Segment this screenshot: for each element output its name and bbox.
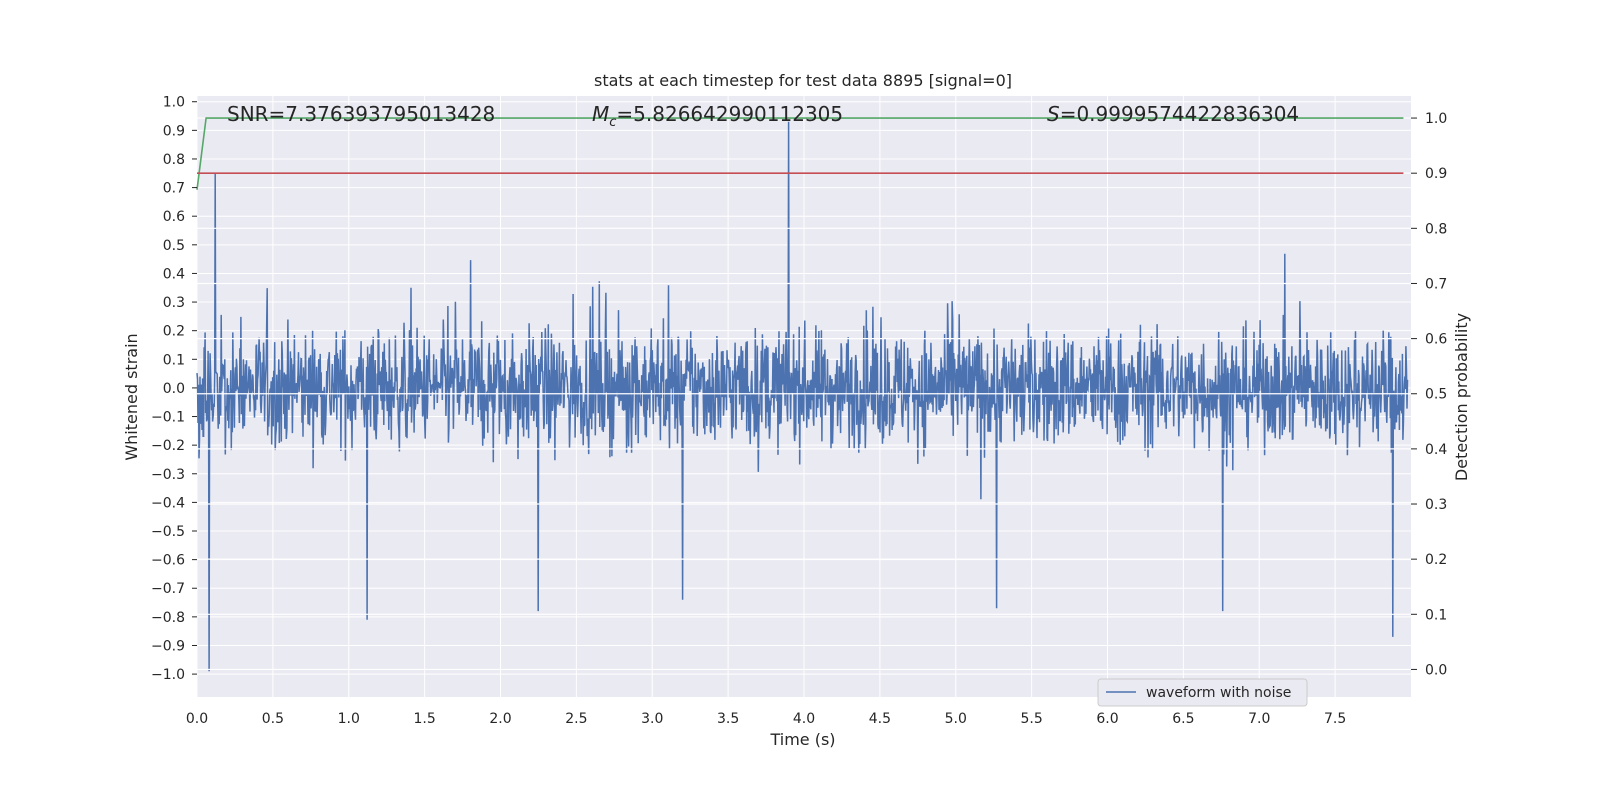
y2-tick-label: 0.6 [1425,332,1447,348]
y2-tick-label: 0.4 [1425,442,1447,458]
y-axis-label: Whitened strain [122,333,141,460]
y-tick-label: −0.1 [151,410,185,426]
waveform-series [196,121,1409,672]
y-tick-label: 0.7 [163,181,185,197]
y-tick-label: 1.0 [163,95,185,111]
x-tick-label: 0.5 [262,711,284,727]
legend-box [1097,678,1308,707]
legend: waveform with noise [1097,678,1308,707]
x-axis-label: Time (s) [769,730,835,749]
y2-tick-label: 0.3 [1425,497,1447,513]
legend-label-waveform: waveform with noise [1146,685,1291,701]
y2-tick-label: 1.0 [1425,111,1447,127]
x-tick-label: 6.5 [1172,711,1194,727]
y-tick-label: −0.7 [151,581,185,597]
y2-tick-label: 0.8 [1425,221,1447,237]
y-tick-label: −0.8 [151,610,185,626]
x-tick-label: 4.5 [869,711,891,727]
y-tick-label: −0.2 [151,438,185,454]
y-tick-label: 0.6 [163,209,185,225]
y2-tick-label: 0.0 [1425,662,1447,678]
x-tick-label: 4.0 [793,711,815,727]
x-tick-label: 7.0 [1248,711,1270,727]
chirp-mass-subscript: c [609,115,616,130]
y-tick-label: −0.6 [151,553,185,569]
y-axis-ticks: 1.0 0.9 0.8 0.7 0.6 0.5 0.4 0.3 0.2 0.1 0.0 −0.1 −0.… [151,95,197,683]
y2-tick-label: 0.2 [1425,552,1447,568]
x-tick-label: 7.5 [1324,711,1346,727]
y-tick-label: −0.5 [151,524,185,540]
y-tick-label: −1.0 [151,667,185,683]
x-axis-ticks: 0.0 0.5 1.0 1.5 2.0 2.5 3.0 3.5 4.0 4.5 5.0 5.5 6.0 6… [186,711,1346,727]
y2-tick-label: 0.9 [1425,166,1447,182]
snr-annotation: SNR=7.376393795013428 [227,102,495,126]
x-tick-label: 3.5 [717,711,739,727]
chart-title: stats at each timestep for test data 889… [594,71,1012,90]
y-tick-label: 0.1 [163,352,185,368]
y-tick-label: 0.3 [163,295,185,311]
x-tick-label: 3.0 [641,711,663,727]
chirp-mass-value: =5.826642990112305 [616,102,843,126]
y-tick-label: 0.4 [163,266,185,282]
y-tick-label: 0.9 [163,123,185,139]
chirp-mass-annotation: Mc=5.826642990112305 [592,102,843,130]
significance-annotation: S=0.9999574422836304 [1047,102,1299,126]
y-tick-label: 0.0 [163,381,185,397]
y2-axis-ticks: 1.0 0.9 0.8 0.7 0.6 0.5 0.4 0.3 0.2 0.1 0.0 [1411,111,1447,678]
y-tick-label: 0.5 [163,238,185,254]
y-tick-label: −0.9 [151,638,185,654]
x-tick-label: 2.5 [565,711,587,727]
y2-axis-label: Detection probability [1452,313,1471,481]
x-tick-label: 1.0 [338,711,360,727]
y-tick-label: 0.2 [163,324,185,340]
significance-symbol: S [1047,102,1060,126]
chirp-mass-symbol: M [592,102,609,126]
x-tick-label: 0.0 [186,711,208,727]
x-tick-label: 1.5 [413,711,435,727]
y2-tick-label: 0.7 [1425,276,1447,292]
y-tick-label: 0.8 [163,152,185,168]
waveform-line [196,121,1409,672]
x-tick-label: 5.5 [1020,711,1042,727]
y-tick-label: −0.3 [151,467,185,483]
detection-probability-line [196,117,1404,190]
significance-value: =0.9999574422836304 [1060,102,1299,126]
x-tick-label: 5.0 [945,711,967,727]
y2-tick-label: 0.1 [1425,607,1447,623]
y2-tick-label: 0.5 [1425,387,1447,403]
x-tick-label: 6.0 [1096,711,1118,727]
x-tick-label: 2.0 [489,711,511,727]
y-tick-label: −0.4 [151,495,185,511]
